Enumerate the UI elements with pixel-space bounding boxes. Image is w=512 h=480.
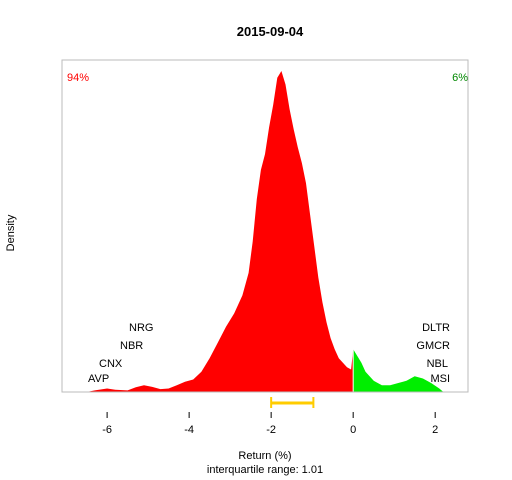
annotation-nbr: NBR [120,340,143,352]
annotation-avp: AVP [88,373,109,385]
x-tick-label: -2 [266,424,276,436]
annotation-nrg: NRG [129,322,153,334]
plot-frame [61,59,469,393]
iqr-bar [270,397,315,408]
x-tick-label: 2 [432,424,438,436]
annotation-gmcr: GMCR [416,340,450,352]
iqr-caption: interquartile range: 1.01 [207,464,323,476]
annotation-cnx: CNX [99,358,123,370]
annotation-dltr: DLTR [422,322,450,334]
left-annotations: NRG NBR CNX AVP [88,322,153,385]
annotation-msi: MSI [430,373,450,385]
positive-density-area [353,349,444,392]
x-axis: -6 -4 -2 0 2 [102,412,438,436]
x-tick-label: -6 [102,424,112,436]
x-tick-label: -4 [184,424,194,436]
x-axis-label: Return (%) [238,450,291,462]
positive-share-label: 6% [452,72,468,84]
annotation-nbl: NBL [427,358,448,370]
negative-density-area [86,71,354,392]
negative-share-label: 94% [67,72,89,84]
chart-title: 2015-09-04 [237,24,304,39]
x-tick-label: 0 [350,424,356,436]
right-annotations: DLTR GMCR NBL MSI [416,322,450,385]
y-axis-label: Density [5,214,17,251]
